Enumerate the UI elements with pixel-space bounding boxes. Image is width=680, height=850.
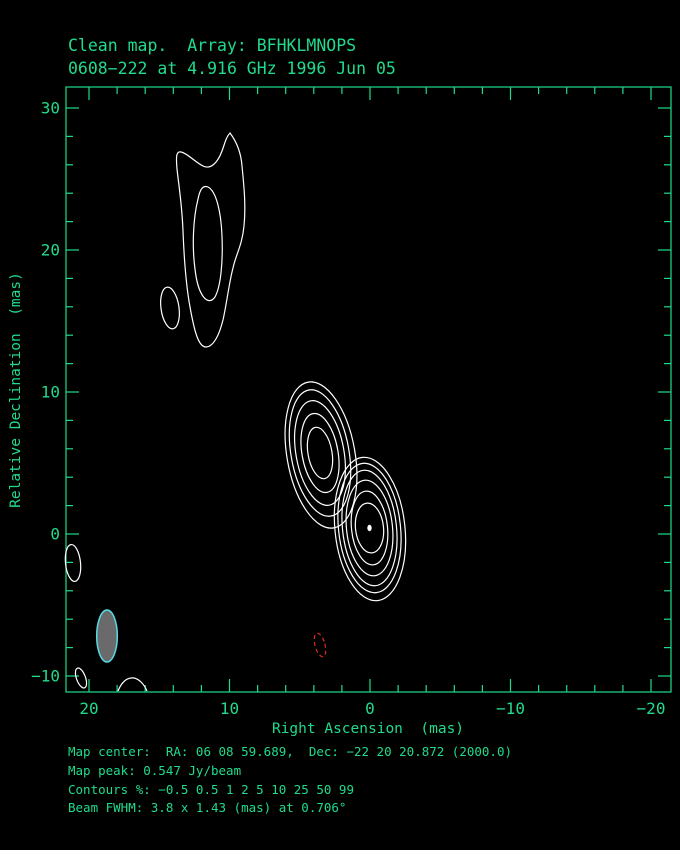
x-tick-label: 0: [365, 699, 375, 718]
y-tick-label: 10: [40, 382, 60, 402]
contour-core-ring-5: [337, 462, 402, 594]
contour-edge-noise-left: [64, 543, 82, 583]
contour-core-ring-4: [341, 469, 398, 587]
contour-edge-noise-bottom-arc: [117, 677, 148, 692]
caption-beam-fwhm: Beam FWHM: 3.8 x 1.43 (mas) at 0.706°: [68, 800, 347, 815]
contour-edge-noise-bottomleft: [74, 667, 88, 689]
x-tick-label: 20: [79, 699, 99, 718]
y-tick-label: 30: [40, 98, 60, 118]
caption-map-center: Map center: RA: 06 08 59.689, Dec: −22 2…: [68, 744, 513, 759]
contour-north-companion-blob: [160, 286, 180, 330]
beam-ellipse: [95, 609, 119, 663]
y-tick-label: 20: [40, 240, 60, 260]
y-tick-label: −10: [31, 666, 60, 686]
x-axis-label: Right Ascension (mas): [271, 721, 465, 737]
contour-core-ring-1: [354, 502, 385, 554]
contour-north-lobe-inner: [192, 185, 223, 302]
x-tick-label: −20: [636, 699, 666, 718]
contour-jet-ring-1: [306, 426, 334, 480]
caption-contour-levels: Contours %: −0.5 0.5 1 2 5 10 25 50 99: [68, 782, 354, 797]
axes-frame: [65, 86, 672, 693]
map-title-line2: 0608−222 at 4.916 GHz 1996 Jun 05: [68, 59, 396, 78]
map-title-line1: Clean map. Array: BFHKLMNOPS: [68, 36, 357, 55]
contour-jet-ring-2: [300, 412, 340, 494]
contour-core-ring-2: [350, 490, 389, 566]
contour-core-ring-3: [345, 479, 394, 577]
x-tick-label: 10: [219, 699, 240, 718]
contour-jet-ring-3: [294, 400, 346, 506]
y-tick-label: 0: [50, 524, 60, 544]
x-tick-label: −10: [496, 699, 525, 718]
contour-negative-dashed: [313, 632, 327, 658]
contour-north-lobe-outer: [175, 132, 246, 348]
caption-map-peak: Map peak: 0.547 Jy/beam: [68, 763, 242, 778]
contour-core-ring-6: [333, 456, 407, 602]
y-axis-label: Relative Declination (mas): [7, 272, 24, 508]
contour-core-peak-dot: [367, 524, 372, 532]
contour-jet-ring-5: [284, 381, 358, 529]
